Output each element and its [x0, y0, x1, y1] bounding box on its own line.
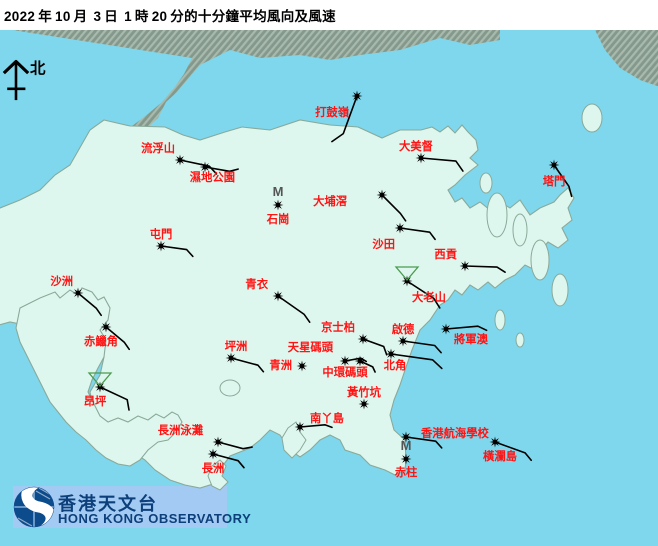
svg-text:長洲: 長洲	[202, 462, 225, 475]
svg-text:沙田: 沙田	[372, 238, 395, 251]
svg-text:南丫島: 南丫島	[310, 411, 344, 425]
svg-text:中環碼頭: 中環碼頭	[322, 365, 368, 379]
svg-text:西貢: 西貢	[434, 248, 457, 261]
svg-text:北角: 北角	[384, 358, 407, 372]
svg-text:流浮山: 流浮山	[141, 141, 175, 155]
svg-text:塔門: 塔門	[543, 174, 566, 188]
svg-text:大美督: 大美督	[399, 139, 434, 153]
svg-text:橫瀾島: 橫瀾島	[483, 449, 517, 463]
svg-text:沙洲: 沙洲	[50, 275, 73, 288]
svg-text:天星碼頭: 天星碼頭	[288, 341, 334, 354]
svg-text:赤鱲角: 赤鱲角	[84, 334, 118, 348]
svg-text:啟德: 啟德	[392, 322, 415, 336]
svg-text:昂坪: 昂坪	[84, 395, 107, 408]
svg-text:濕地公園: 濕地公園	[190, 170, 235, 184]
svg-text:石崗: 石崗	[266, 212, 290, 226]
svg-text:大老山: 大老山	[412, 290, 446, 304]
svg-text:M: M	[273, 184, 284, 199]
svg-text:北: 北	[30, 60, 46, 78]
svg-text:大埔滘: 大埔滘	[313, 194, 347, 208]
svg-text:長洲泳灘: 長洲泳灘	[158, 423, 204, 437]
svg-text:M: M	[401, 438, 412, 453]
svg-text:赤柱: 赤柱	[395, 465, 418, 479]
svg-text:青衣: 青衣	[245, 277, 268, 291]
svg-text:坪洲: 坪洲	[225, 340, 248, 353]
svg-text:屯門: 屯門	[150, 227, 173, 241]
svg-text:青洲: 青洲	[269, 358, 292, 372]
svg-text:打鼓嶺: 打鼓嶺	[315, 105, 350, 119]
svg-text:將軍澳: 將軍澳	[454, 332, 489, 346]
svg-text:香港航海學校: 香港航海學校	[420, 426, 489, 440]
svg-text:黃竹坑: 黃竹坑	[346, 385, 382, 399]
svg-text:京士柏: 京士柏	[321, 320, 355, 334]
